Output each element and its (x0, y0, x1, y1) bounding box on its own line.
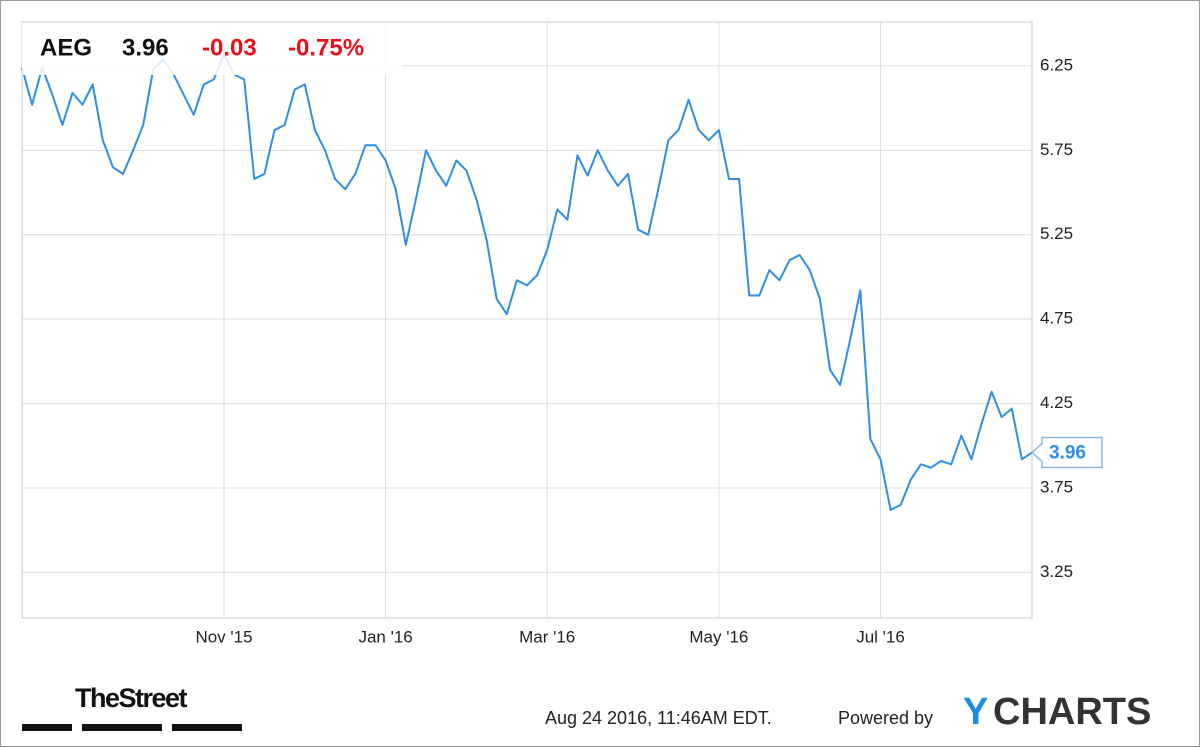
x-tick-label: Jan '16 (358, 627, 412, 646)
y-tick-label: 5.25 (1040, 224, 1073, 243)
change: -0.03 (202, 34, 257, 61)
last-value-tag (1030, 436, 1103, 469)
logo-suffix: CHARTS (993, 691, 1151, 733)
brand-bar (82, 724, 162, 731)
powered-by: Powered by (838, 708, 933, 728)
price-line (21, 53, 1033, 511)
logo-prefix: Y (963, 691, 988, 733)
ticker: AEG (40, 34, 92, 61)
y-tick-label: 3.25 (1040, 562, 1073, 581)
price: 3.96 (122, 34, 169, 61)
brand: TheStreet (75, 683, 188, 713)
x-tick-label: Jul '16 (856, 627, 905, 646)
series (21, 53, 1033, 511)
y-tick-label: 3.75 (1040, 477, 1073, 496)
plot-area (21, 21, 1033, 619)
last-value-label: 3.96 (1049, 443, 1086, 464)
x-tick-label: Nov '15 (195, 627, 252, 646)
change-percent: -0.75% (288, 34, 364, 61)
y-tick-label: 5.75 (1040, 140, 1073, 159)
timestamp: Aug 24 2016, 11:46AM EDT. (545, 708, 772, 728)
brand-bar (22, 724, 72, 731)
header-box (22, 23, 402, 75)
brand-bar (172, 724, 242, 731)
axes: 3.25 3.75 4.25 4.75 5.25 5.75 6.25 Nov '15 Jan '… (195, 55, 1103, 646)
y-tick-label: 6.25 (1040, 55, 1073, 74)
y-tick-label: 4.75 (1040, 309, 1073, 328)
grid (22, 22, 1032, 618)
y-tick-label: 4.25 (1040, 393, 1073, 412)
x-tick-label: May '16 (689, 627, 748, 646)
x-tick-label: Mar '16 (519, 627, 575, 646)
